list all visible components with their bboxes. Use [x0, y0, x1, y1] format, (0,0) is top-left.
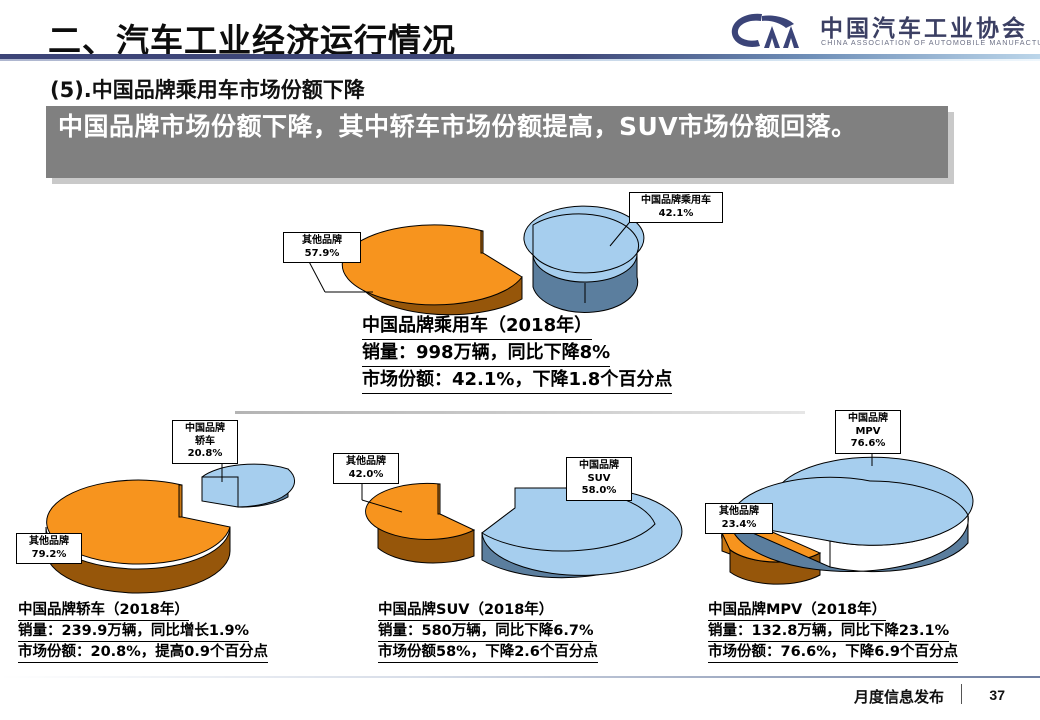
callout-main-other-value: 57.9% [304, 247, 340, 259]
callout-suv-cn-name-l1: 中国品牌 [579, 460, 619, 471]
callout-sedan-other-name: 其他品牌 [29, 536, 69, 547]
callout-sedan-cn-name-l1: 中国品牌 [185, 423, 225, 434]
summary-banner: 中国品牌市场份额下降，其中轿车市场份额提高，SUV市场份额回落。 [46, 106, 948, 178]
caam-logo: 中国汽车工业协会 CHINA ASSOCIATION OF AUTOMOBILE… [728, 8, 1040, 54]
section-subtitle: (5).中国品牌乘用车市场份额下降 [50, 78, 365, 102]
main-pie-chart [341, 205, 650, 325]
mpv-caption-line2: 销量：132.8万辆，同比下降23.1% [708, 621, 950, 642]
callout-suv-cn-name-l2: SUV [587, 472, 611, 484]
callout-main-other-name: 其他品牌 [302, 235, 342, 246]
sedan-caption-line2: 销量：239.9万辆，同比增长1.9% [18, 621, 250, 642]
section-divider [235, 411, 805, 414]
callout-main-cn-name: 中国品牌乘用车 [641, 195, 711, 206]
suv-caption-line2: 销量：580万辆，同比下降6.7% [378, 621, 594, 642]
callout-mpv-cn-name-l1: 中国品牌 [848, 413, 888, 424]
callout-mpv-other-value: 23.4% [721, 518, 757, 530]
page-title: 二、汽车工业经济运行情况 [48, 21, 456, 60]
summary-banner-text: 中国品牌市场份额下降，其中轿车市场份额提高，SUV市场份额回落。 [58, 112, 857, 141]
suv-caption: 中国品牌SUV（2018年） 销量：580万辆，同比下降6.7% 市场份额58%… [378, 600, 598, 663]
caam-logo-icon [731, 13, 799, 48]
callout-mpv-cn: 中国品牌 MPV 76.6% [835, 410, 901, 454]
sedan-pie-chart [40, 455, 310, 594]
logo-chinese-text: 中国汽车工业协会 [820, 16, 1028, 42]
callout-suv-other-value: 42.0% [348, 468, 384, 480]
callout-suv-cn-value: 58.0% [581, 485, 617, 496]
footer-divider [0, 676, 1040, 678]
callout-main-cn-value: 42.1% [658, 207, 694, 219]
callout-mpv-other: 其他品牌 23.4% [705, 503, 773, 534]
header-divider-light [0, 59, 1040, 61]
footer-label: 月度信息发布 [853, 688, 944, 706]
suv-caption-line3: 市场份额58%，下降2.6个百分点 [378, 642, 598, 663]
callout-suv-cn: 中国品牌 SUV 58.0% [566, 457, 632, 501]
mpv-caption-line3: 市场份额：76.6%，下降6.9个百分点 [708, 642, 958, 663]
callout-suv-other: 其他品牌 42.0% [333, 453, 399, 484]
callout-sedan-other-value: 79.2% [31, 548, 67, 560]
callout-sedan-cn-value: 20.8% [187, 448, 223, 459]
main-caption-line2: 销量：998万辆，同比下降8% [362, 340, 611, 367]
sedan-caption-line1: 中国品牌轿车（2018年） [18, 600, 189, 621]
sedan-caption-line3: 市场份额：20.8%，提高0.9个百分点 [18, 642, 268, 663]
logo-english-text: CHINA ASSOCIATION OF AUTOMOBILE MANUFACT… [821, 38, 1040, 47]
mpv-pie-chart [710, 455, 1000, 590]
main-caption-line1: 中国品牌乘用车（2018年） [362, 313, 593, 340]
suv-caption-line1: 中国品牌SUV（2018年） [378, 600, 554, 621]
callout-suv-other-name: 其他品牌 [346, 456, 386, 467]
main-caption-line3: 市场份额：42.1%，下降1.8个百分点 [362, 367, 673, 394]
footer-separator [961, 684, 962, 704]
callout-sedan-cn-name-l2: 轿车 [195, 435, 215, 447]
suv-pie-chart [365, 468, 683, 593]
callout-mpv-cn-name-l2: MPV [855, 425, 881, 437]
sedan-caption: 中国品牌轿车（2018年） 销量：239.9万辆，同比增长1.9% 市场份额：2… [18, 600, 268, 663]
callout-sedan-other: 其他品牌 79.2% [16, 533, 82, 564]
callout-main-other: 其他品牌 57.9% [283, 232, 361, 263]
header-divider [0, 54, 1040, 59]
callout-sedan-cn: 中国品牌 轿车 20.8% [172, 420, 238, 464]
mpv-caption-line1: 中国品牌MPV（2018年） [708, 600, 887, 621]
callout-mpv-other-name: 其他品牌 [719, 506, 759, 517]
main-chart-caption: 中国品牌乘用车（2018年） 销量：998万辆，同比下降8% 市场份额：42.1… [362, 313, 673, 394]
callout-main-cn: 中国品牌乘用车 42.1% [629, 192, 723, 223]
mpv-caption: 中国品牌MPV（2018年） 销量：132.8万辆，同比下降23.1% 市场份额… [708, 600, 958, 663]
callout-mpv-cn-value: 76.6% [850, 438, 886, 449]
page-number: 37 [989, 687, 1005, 703]
